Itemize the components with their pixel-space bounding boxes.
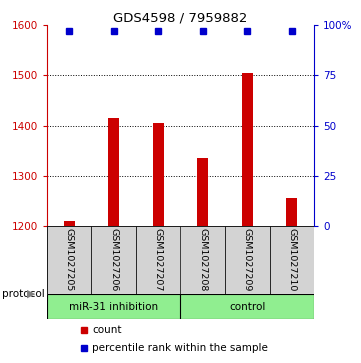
Text: GSM1027209: GSM1027209 [243,228,252,291]
Text: miR-31 inhibition: miR-31 inhibition [69,302,158,311]
Bar [197,158,208,226]
Bar [136,226,180,294]
Bar [242,73,253,226]
Text: GSM1027207: GSM1027207 [154,228,163,291]
Text: GSM1027206: GSM1027206 [109,228,118,291]
Text: GSM1027208: GSM1027208 [198,228,207,291]
Bar [108,118,119,226]
Text: protocol: protocol [2,289,44,299]
Bar [47,226,91,294]
Title: GDS4598 / 7959882: GDS4598 / 7959882 [113,11,248,24]
Text: count: count [92,325,122,335]
Text: GSM1027205: GSM1027205 [65,228,74,291]
Bar [180,226,225,294]
Bar [286,198,297,226]
Text: percentile rank within the sample: percentile rank within the sample [92,343,268,353]
Bar [47,294,180,319]
Bar [270,226,314,294]
Text: GSM1027210: GSM1027210 [287,228,296,291]
Bar [91,226,136,294]
Bar [64,221,75,226]
Bar [180,294,314,319]
Text: control: control [229,302,265,311]
Bar [225,226,270,294]
Text: ▶: ▶ [27,289,36,299]
Bar [153,123,164,226]
